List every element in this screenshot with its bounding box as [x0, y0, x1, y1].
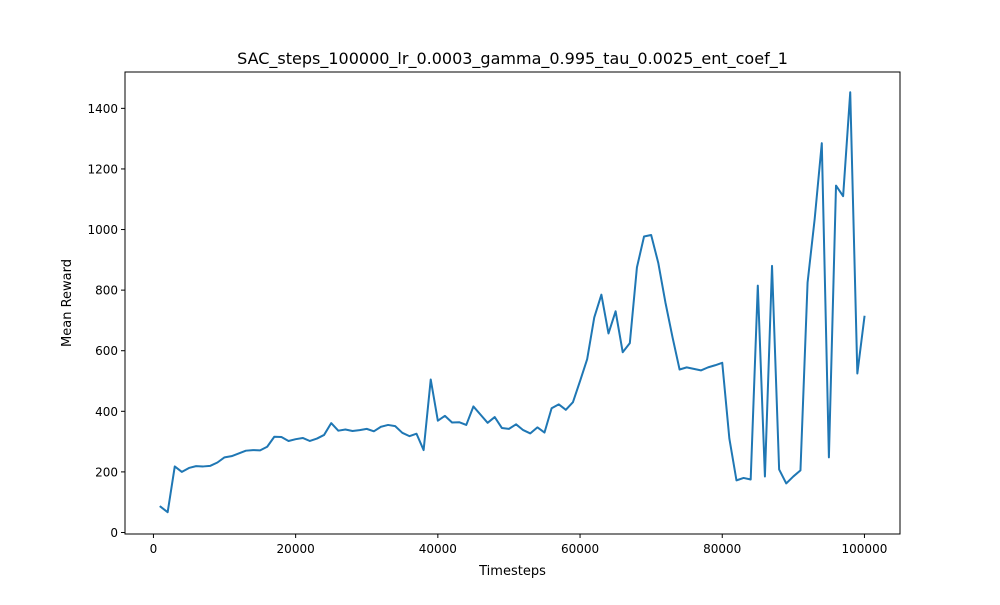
x-tick-label: 60000: [561, 542, 599, 556]
y-tick-label: 800: [95, 284, 118, 298]
x-axis-label: Timesteps: [478, 564, 546, 579]
plot-area: 0 20000 40000 60000 80000 100000 0 200 400 600 800…: [87, 71, 901, 556]
axes-frame: [124, 71, 901, 535]
chart-title: SAC_steps_100000_lr_0.0003_gamma_0.995_t…: [237, 49, 788, 69]
y-tick-label: 600: [95, 344, 118, 358]
x-tick-label: 100000: [842, 542, 888, 556]
series-line-0: [159, 91, 866, 514]
x-tick-label: 40000: [419, 542, 457, 556]
x-tick-label: 0: [150, 542, 158, 556]
y-axis-label: Mean Reward: [60, 259, 75, 347]
y-tick-label: 1000: [87, 223, 118, 237]
y-tick-label: 200: [95, 465, 118, 479]
x-tick-label: 80000: [703, 542, 741, 556]
y-tick-label: 1400: [87, 102, 118, 116]
y-tick-label: 0: [110, 526, 118, 540]
y-tick-label: 400: [95, 405, 118, 419]
y-tick-label: 1200: [87, 162, 118, 176]
x-tick-label: 20000: [277, 542, 315, 556]
